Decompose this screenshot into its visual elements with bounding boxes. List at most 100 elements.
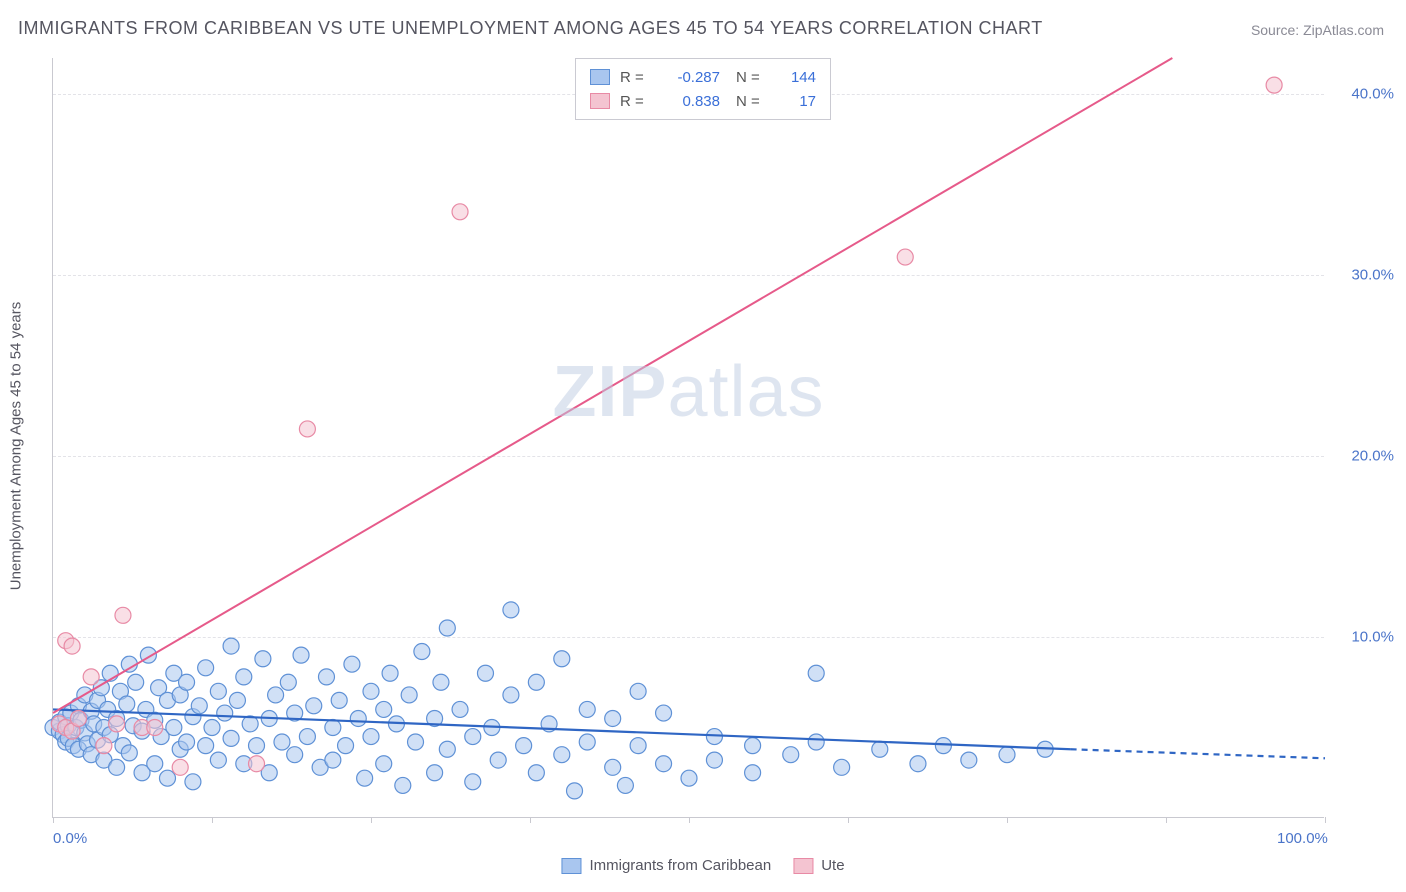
scatter-point bbox=[344, 656, 360, 672]
scatter-point bbox=[166, 720, 182, 736]
n-value-1: 17 bbox=[776, 93, 816, 110]
scatter-point bbox=[579, 734, 595, 750]
scatter-point bbox=[223, 730, 239, 746]
scatter-point bbox=[414, 644, 430, 660]
legend-item-1: Ute bbox=[793, 857, 844, 874]
scatter-point bbox=[433, 674, 449, 690]
scatter-point bbox=[325, 752, 341, 768]
scatter-point bbox=[96, 738, 112, 754]
scatter-point bbox=[128, 674, 144, 690]
scatter-point bbox=[961, 752, 977, 768]
scatter-point bbox=[185, 774, 201, 790]
x-tick bbox=[1007, 817, 1008, 823]
scatter-point bbox=[503, 602, 519, 618]
scatter-point bbox=[528, 765, 544, 781]
scatter-point bbox=[70, 710, 86, 726]
scatter-point bbox=[287, 747, 303, 763]
scatter-point bbox=[217, 705, 233, 721]
scatter-point bbox=[395, 777, 411, 793]
x-tick bbox=[53, 817, 54, 823]
legend-swatch-0 bbox=[590, 69, 610, 85]
scatter-point bbox=[210, 683, 226, 699]
regression-line bbox=[53, 58, 1172, 713]
regression-line-dashed bbox=[1071, 749, 1325, 758]
scatter-point bbox=[382, 665, 398, 681]
scatter-point bbox=[656, 756, 672, 772]
scatter-point bbox=[656, 705, 672, 721]
x-tick bbox=[212, 817, 213, 823]
scatter-point bbox=[401, 687, 417, 703]
scatter-point bbox=[223, 638, 239, 654]
scatter-point bbox=[147, 756, 163, 772]
scatter-point bbox=[280, 674, 296, 690]
scatter-point bbox=[706, 752, 722, 768]
scatter-point bbox=[83, 669, 99, 685]
scatter-point bbox=[325, 720, 341, 736]
legend-bottom-swatch-1 bbox=[793, 858, 813, 874]
scatter-point bbox=[255, 651, 271, 667]
x-tick bbox=[1166, 817, 1167, 823]
scatter-point bbox=[376, 756, 392, 772]
legend-item-0: Immigrants from Caribbean bbox=[561, 857, 771, 874]
scatter-point bbox=[204, 720, 220, 736]
scatter-point bbox=[439, 741, 455, 757]
chart-title: IMMIGRANTS FROM CARIBBEAN VS UTE UNEMPLO… bbox=[18, 18, 1043, 39]
r-value-0: -0.287 bbox=[660, 69, 720, 86]
legend-stats: R = -0.287 N = 144 R = 0.838 N = 17 bbox=[575, 58, 831, 120]
scatter-point bbox=[198, 660, 214, 676]
scatter-point bbox=[363, 729, 379, 745]
scatter-point bbox=[783, 747, 799, 763]
scatter-point bbox=[935, 738, 951, 754]
scatter-point bbox=[338, 738, 354, 754]
scatter-point bbox=[567, 783, 583, 799]
y-tick-label: 20.0% bbox=[1334, 448, 1394, 465]
scatter-point bbox=[503, 687, 519, 703]
scatter-point bbox=[1266, 77, 1282, 93]
scatter-point bbox=[452, 204, 468, 220]
x-tick bbox=[848, 817, 849, 823]
y-tick-label: 40.0% bbox=[1334, 86, 1394, 103]
scatter-point bbox=[516, 738, 532, 754]
x-tick-label: 100.0% bbox=[1277, 830, 1328, 847]
scatter-point bbox=[745, 765, 761, 781]
y-tick-label: 10.0% bbox=[1334, 629, 1394, 646]
x-tick bbox=[1325, 817, 1326, 823]
n-value-0: 144 bbox=[776, 69, 816, 86]
scatter-point bbox=[465, 729, 481, 745]
scatter-point bbox=[179, 734, 195, 750]
scatter-point bbox=[249, 738, 265, 754]
scatter-point bbox=[236, 669, 252, 685]
scatter-point bbox=[109, 716, 125, 732]
scatter-point bbox=[681, 770, 697, 786]
legend-bottom-label-1: Ute bbox=[821, 857, 844, 874]
chart-svg bbox=[53, 58, 1324, 817]
scatter-point bbox=[999, 747, 1015, 763]
scatter-point bbox=[897, 249, 913, 265]
scatter-point bbox=[872, 741, 888, 757]
scatter-point bbox=[554, 747, 570, 763]
scatter-point bbox=[357, 770, 373, 786]
y-axis-label: Unemployment Among Ages 45 to 54 years bbox=[8, 302, 25, 591]
x-tick bbox=[689, 817, 690, 823]
scatter-point bbox=[630, 683, 646, 699]
legend-swatch-1 bbox=[590, 93, 610, 109]
scatter-point bbox=[299, 729, 315, 745]
scatter-point bbox=[477, 665, 493, 681]
scatter-point bbox=[363, 683, 379, 699]
scatter-point bbox=[293, 647, 309, 663]
scatter-point bbox=[376, 701, 392, 717]
scatter-point bbox=[554, 651, 570, 667]
scatter-point bbox=[490, 752, 506, 768]
scatter-point bbox=[172, 759, 188, 775]
scatter-point bbox=[465, 774, 481, 790]
scatter-point bbox=[119, 696, 135, 712]
legend-stats-row-1: R = 0.838 N = 17 bbox=[590, 89, 816, 113]
scatter-point bbox=[834, 759, 850, 775]
scatter-point bbox=[745, 738, 761, 754]
scatter-point bbox=[910, 756, 926, 772]
scatter-point bbox=[191, 698, 207, 714]
scatter-point bbox=[229, 692, 245, 708]
x-tick-label: 0.0% bbox=[53, 830, 87, 847]
scatter-point bbox=[579, 701, 595, 717]
legend-bottom: Immigrants from Caribbean Ute bbox=[561, 857, 844, 874]
